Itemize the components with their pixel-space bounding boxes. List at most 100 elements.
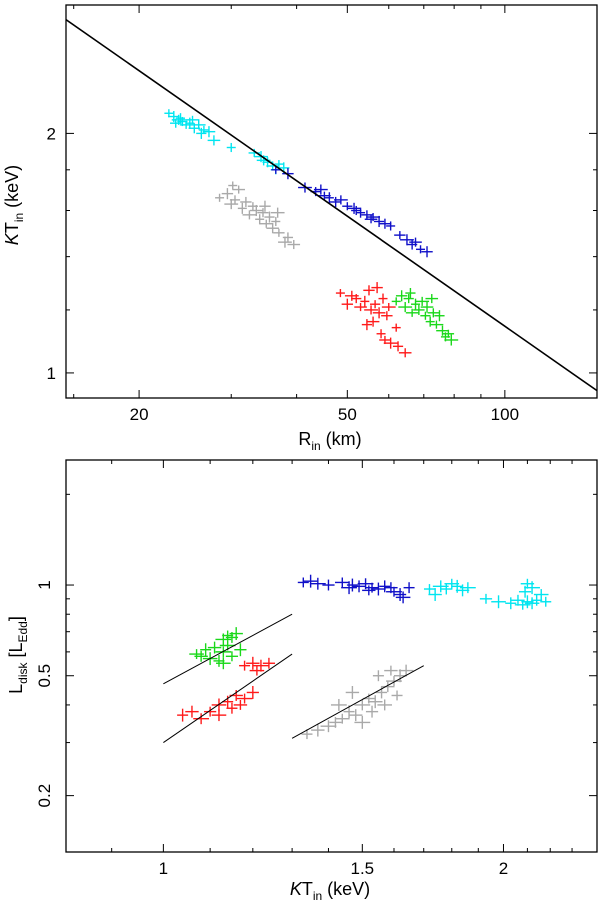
top-point-green-1 xyxy=(395,290,408,302)
bottom-plot-frame xyxy=(65,459,598,853)
bottom-point-cyan-3 xyxy=(440,583,453,595)
top-point-green-18 xyxy=(405,288,416,299)
top-point-cyan-16 xyxy=(248,148,260,157)
bottom-point-blue-9 xyxy=(371,582,386,596)
bottom-point-blue-1 xyxy=(303,574,318,588)
top-series-gray xyxy=(215,181,301,250)
bottom-ylabel-close: ] xyxy=(6,616,26,621)
bottom-ytick-label-0: 0.2 xyxy=(35,784,54,808)
top-point-gray-18 xyxy=(282,232,294,243)
top-ylabel-sub: in xyxy=(12,213,26,222)
top-xtick-label-2: 100 xyxy=(491,405,519,424)
top-series-cyan xyxy=(164,109,290,175)
bottom-point-red-14 xyxy=(211,709,227,722)
bottom-point-gray-6 xyxy=(349,709,363,722)
bottom-point-cyan-8 xyxy=(479,593,493,604)
top-point-blue-23 xyxy=(351,205,362,216)
bottom-point-green-3 xyxy=(225,631,239,643)
bottom-point-red-3 xyxy=(262,657,276,669)
top-ytick-label-0: 1 xyxy=(47,364,56,383)
top-point-gray-2 xyxy=(224,199,239,210)
top-point-gray-1 xyxy=(221,188,234,200)
bottom-point-blue-15 xyxy=(403,582,415,594)
top-point-gray-14 xyxy=(266,223,279,234)
top-point-green-9 xyxy=(420,301,434,313)
top-point-green-13 xyxy=(434,310,445,322)
bottom-point-gray-11 xyxy=(381,681,395,693)
top-point-red-15 xyxy=(376,329,386,339)
bottom-series-blue xyxy=(297,574,415,604)
bottom-point-cyan-17 xyxy=(524,581,540,595)
top-point-gray-17 xyxy=(278,236,292,248)
top-point-green-7 xyxy=(415,296,430,306)
top-point-blue-11 xyxy=(361,210,373,220)
bottom-point-blue-2 xyxy=(309,577,326,590)
bottom-series-gray xyxy=(301,664,414,740)
top-point-cyan-7 xyxy=(191,120,206,130)
bottom-fit-line-0 xyxy=(163,613,293,685)
bottom-point-green-8 xyxy=(225,651,239,662)
top-point-cyan-12 xyxy=(185,115,200,124)
bottom-point-cyan-9 xyxy=(491,595,506,609)
top-point-red-18 xyxy=(392,341,404,352)
bottom-point-blue-0 xyxy=(297,577,309,588)
top-point-red-11 xyxy=(381,311,393,321)
bottom-point-green-6 xyxy=(207,641,222,654)
top-point-blue-4 xyxy=(318,191,331,200)
top-point-blue-1 xyxy=(282,168,294,180)
top-fit-lines xyxy=(66,18,597,392)
top-point-green-14 xyxy=(436,325,449,336)
bottom-point-blue-13 xyxy=(393,588,407,601)
bottom-point-gray-22 xyxy=(330,698,347,711)
top-point-blue-20 xyxy=(416,245,426,254)
bottom-point-gray-0 xyxy=(301,729,313,740)
bottom-ylabel-sub2: Edd xyxy=(16,621,30,642)
top-point-blue-24 xyxy=(364,215,378,224)
top-point-gray-3 xyxy=(229,195,241,205)
top-ylabel-italic: K xyxy=(2,232,22,245)
top-axis-ticks: 20 50 100 1 2 xyxy=(47,5,597,424)
top-point-red-0 xyxy=(335,289,345,298)
top-point-red-5 xyxy=(360,295,370,307)
bottom-ytick-label-1: 0.5 xyxy=(35,664,54,688)
top-point-cyan-15 xyxy=(226,142,236,153)
bottom-point-green-5 xyxy=(200,643,212,657)
bottom-axis-ticks: 1 1.5 2 0.2 0.5 1 xyxy=(35,460,597,878)
top-point-blue-13 xyxy=(373,215,385,228)
bottom-point-red-5 xyxy=(177,708,189,722)
bottom-series-red xyxy=(177,656,276,725)
bottom-xlabel-unit: (keV) xyxy=(322,879,370,899)
bottom-xtick-label-1: 1.5 xyxy=(350,859,374,878)
top-point-cyan-9 xyxy=(202,126,216,138)
bottom-point-red-4 xyxy=(249,665,265,676)
top-point-green-2 xyxy=(398,302,413,313)
top-point-gray-6 xyxy=(240,196,252,208)
top-point-cyan-10 xyxy=(176,113,186,124)
top-point-green-12 xyxy=(429,320,444,329)
top-point-cyan-8 xyxy=(198,125,209,135)
bottom-xtick-label-0: 1 xyxy=(159,859,168,878)
bottom-point-blue-4 xyxy=(334,577,350,588)
top-point-cyan-13 xyxy=(196,127,207,139)
bottom-point-red-0 xyxy=(239,660,251,671)
top-point-red-10 xyxy=(378,293,388,304)
top-point-red-20 xyxy=(391,323,401,332)
top-point-green-16 xyxy=(442,329,455,338)
bottom-point-green-13 xyxy=(234,643,247,657)
bottom-ytick-label-2: 1 xyxy=(35,580,54,589)
top-series-green xyxy=(391,288,459,346)
bottom-fit-lines xyxy=(163,613,424,743)
top-point-green-4 xyxy=(405,308,419,317)
top-point-gray-20 xyxy=(228,181,238,190)
top-x-axis-label: Rin (km) xyxy=(298,429,361,453)
top-xtick-label-0: 20 xyxy=(130,405,149,424)
top-point-red-6 xyxy=(363,285,375,296)
bottom-point-green-2 xyxy=(215,633,232,646)
top-point-green-0 xyxy=(391,297,401,306)
bottom-point-blue-3 xyxy=(322,579,335,591)
top-point-gray-13 xyxy=(264,211,275,223)
top-point-green-17 xyxy=(444,334,459,346)
top-point-red-3 xyxy=(351,294,362,304)
bottom-point-gray-4 xyxy=(334,713,350,724)
bottom-ylabel-sub: disk xyxy=(16,662,30,684)
